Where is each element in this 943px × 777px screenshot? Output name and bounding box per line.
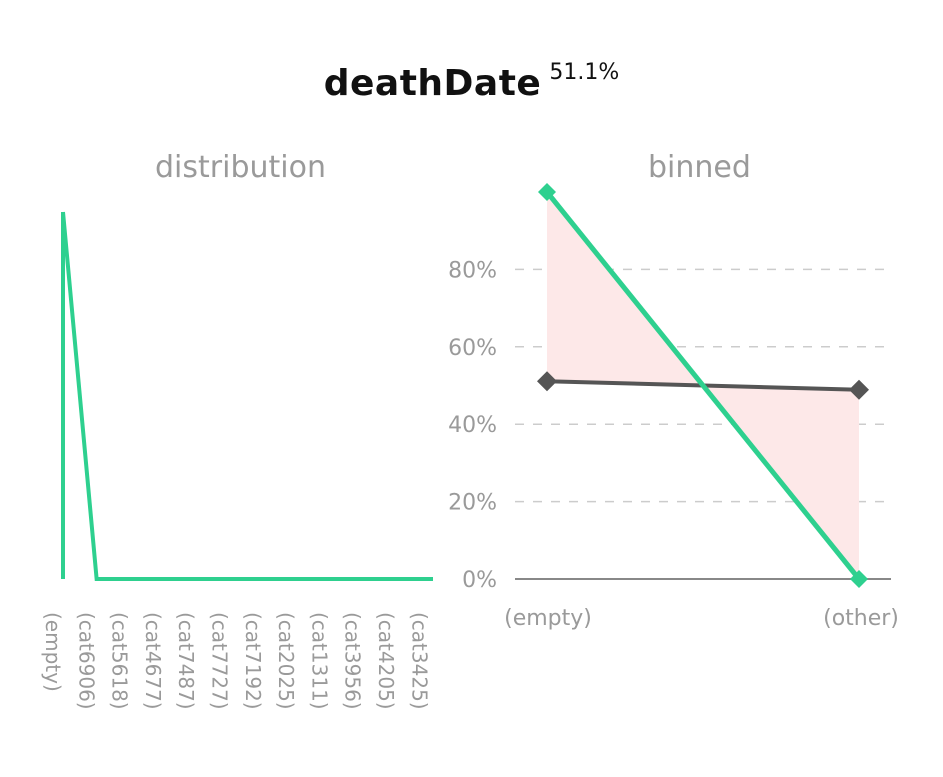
binned-green-series-point xyxy=(850,570,868,588)
distribution-subtitle: distribution xyxy=(155,150,326,185)
distribution-x-tick-label: (cat7192) xyxy=(241,612,265,710)
binned-y-tick-label: 20% xyxy=(448,491,497,516)
binned-dark-series-point xyxy=(849,379,869,400)
binned-x-tick-label: (empty) xyxy=(504,606,592,631)
binned-subtitle: binned xyxy=(648,150,751,185)
chart-title: deathDate xyxy=(323,63,542,104)
distribution-x-tick-label: (cat7727) xyxy=(208,612,232,710)
distribution-x-tick-label: (cat4677) xyxy=(141,612,165,710)
binned-y-tick-label: 60% xyxy=(448,336,497,361)
binned-y-tick-label: 40% xyxy=(448,413,497,438)
distribution-x-tick-label: (cat4205) xyxy=(374,612,398,710)
distribution-series-line xyxy=(61,211,433,581)
binned-y-tick-label: 0% xyxy=(462,568,497,593)
distribution-x-tick-label: (cat6906) xyxy=(74,612,98,710)
binned-green-series-line xyxy=(545,190,861,581)
distribution-x-tick-label: (cat7487) xyxy=(174,612,198,710)
chart-title-wrap: deathDate 51.1% xyxy=(0,60,943,104)
binned-green-series-point xyxy=(538,183,556,201)
distribution-x-tick-label: (cat2025) xyxy=(274,612,298,710)
distribution-x-tick-label: (empty) xyxy=(41,612,65,692)
distribution-x-tick-label: (cat5618) xyxy=(108,612,132,710)
binned-dark-series-point xyxy=(537,371,557,392)
distribution-x-tick-label: (cat3956) xyxy=(341,612,365,710)
binned-y-tick-label: 80% xyxy=(448,258,497,283)
title-percentage: 51.1% xyxy=(549,60,620,85)
distribution-x-tick-label: (cat3425) xyxy=(407,612,431,710)
binned-x-tick-label: (other) xyxy=(823,606,899,631)
distribution-x-tick-label: (cat1311) xyxy=(307,612,331,710)
